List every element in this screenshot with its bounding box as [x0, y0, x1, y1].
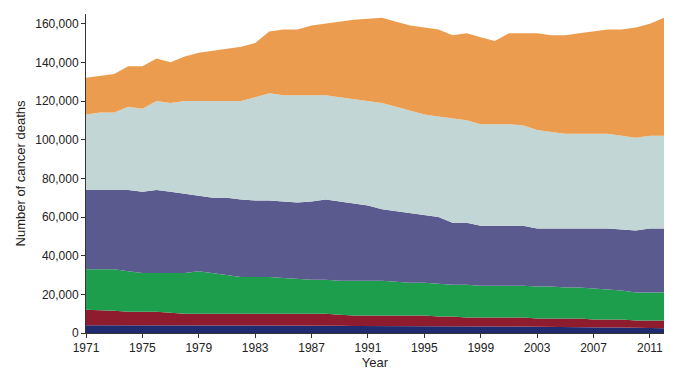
svg-text:1983: 1983 — [242, 341, 269, 355]
svg-text:1991: 1991 — [355, 341, 382, 355]
svg-text:100,000: 100,000 — [35, 133, 79, 147]
svg-text:2003: 2003 — [524, 341, 551, 355]
svg-text:140,000: 140,000 — [35, 56, 79, 70]
svg-text:2011: 2011 — [637, 341, 663, 355]
svg-text:60,000: 60,000 — [42, 210, 79, 224]
svg-text:Year: Year — [362, 355, 389, 370]
svg-text:160,000: 160,000 — [35, 17, 79, 31]
svg-text:1987: 1987 — [298, 341, 325, 355]
svg-text:Number of cancer deaths: Number of cancer deaths — [13, 100, 28, 246]
svg-text:1999: 1999 — [467, 341, 494, 355]
svg-text:120,000: 120,000 — [35, 94, 79, 108]
svg-text:20,000: 20,000 — [42, 288, 79, 302]
svg-text:1979: 1979 — [185, 341, 212, 355]
svg-text:40,000: 40,000 — [42, 249, 79, 263]
svg-text:0: 0 — [72, 326, 79, 340]
svg-text:1971: 1971 — [73, 341, 100, 355]
svg-text:2007: 2007 — [580, 341, 607, 355]
svg-text:1975: 1975 — [129, 341, 156, 355]
svg-text:80,000: 80,000 — [42, 172, 79, 186]
svg-text:1995: 1995 — [411, 341, 438, 355]
